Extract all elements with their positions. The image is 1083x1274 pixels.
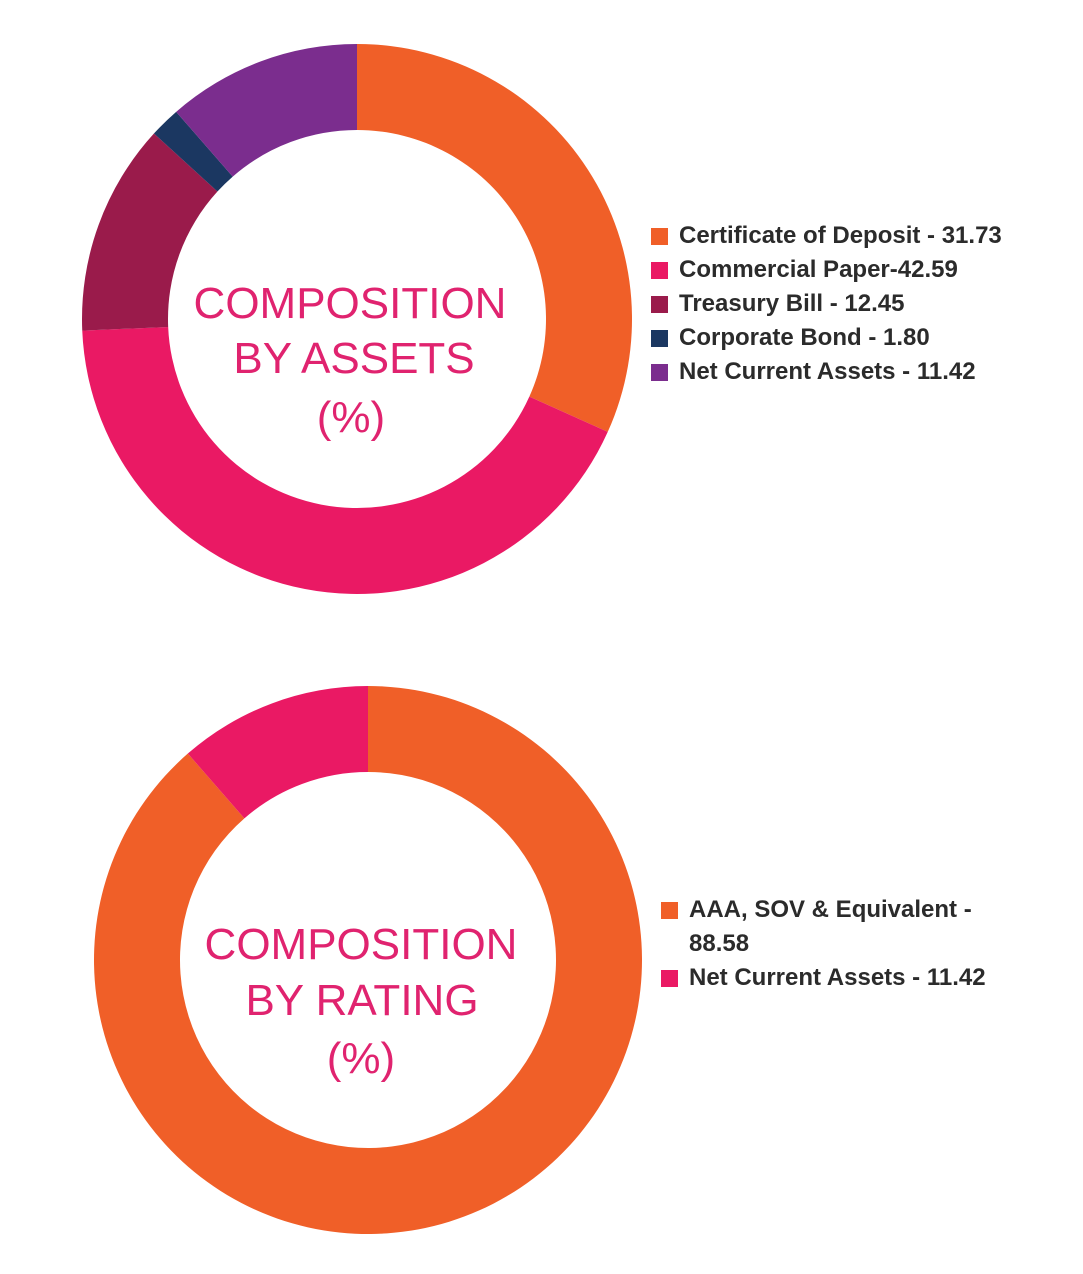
legend-label: Net Current Assets - 11.42: [679, 358, 976, 385]
chart-composition-by-rating: COMPOSITION BY RATING (%) AAA, SOV & Equ…: [0, 640, 1083, 1274]
donut-slices: [94, 686, 643, 1234]
legend-label: AAA, SOV & Equivalent - 88.58: [689, 896, 972, 957]
legend-item: Certificate of Deposit - 31.73: [651, 219, 1071, 253]
legend-label: Commercial Paper-42.59: [679, 256, 958, 283]
legend-item: AAA, SOV & Equivalent - 88.58: [661, 893, 1041, 961]
donut-slices: [82, 44, 632, 595]
donut-slice-certificate-of-deposit: [357, 44, 632, 432]
legend-label: Net Current Assets - 11.42: [689, 964, 986, 991]
donut-chart-rating: COMPOSITION BY RATING (%): [94, 686, 643, 1234]
chart-title-line-1: COMPOSITION: [194, 279, 507, 328]
chart-title-line-2: BY ASSETS: [233, 334, 474, 383]
legend-swatch: [651, 228, 668, 245]
donut-chart-assets: COMPOSITION BY ASSETS (%): [82, 44, 632, 595]
chart-title-line-1: COMPOSITION: [205, 920, 518, 969]
legend-swatch: [661, 902, 678, 919]
legend-item: Commercial Paper-42.59: [651, 253, 1071, 287]
legend-item: Net Current Assets - 11.42: [661, 961, 1041, 995]
legend-label: Certificate of Deposit - 31.73: [679, 222, 1002, 249]
donut-slice-aaa-sov-equivalent: [94, 686, 643, 1234]
legend-label: Treasury Bill - 12.45: [679, 290, 905, 317]
legend-swatch: [651, 364, 668, 381]
legend-swatch: [651, 330, 668, 347]
chart-title-line-3: (%): [327, 1034, 395, 1083]
legend-swatch: [661, 970, 678, 987]
donut-slice-corporate-bond: [153, 111, 233, 192]
legend-item: Corporate Bond - 1.80: [651, 321, 1071, 355]
legend-item: Net Current Assets - 11.42: [651, 355, 1071, 389]
chart-title-line-3: (%): [317, 393, 385, 442]
legend-assets: Certificate of Deposit - 31.73 Commercial…: [651, 219, 1071, 389]
legend-label: Corporate Bond - 1.80: [679, 324, 930, 351]
legend-item: Treasury Bill - 12.45: [651, 287, 1071, 321]
legend-rating: AAA, SOV & Equivalent - 88.58 Net Current…: [661, 893, 1041, 995]
donut-slice-net-current-assets: [187, 686, 368, 819]
legend-swatch: [651, 296, 668, 313]
donut-slice-net-current-assets: [176, 44, 357, 177]
chart-composition-by-assets: COMPOSITION BY ASSETS (%) Certificate of…: [0, 0, 1083, 620]
legend-swatch: [651, 262, 668, 279]
donut-slice-treasury-bill: [82, 133, 218, 331]
chart-title-line-2: BY RATING: [245, 976, 478, 1025]
donut-slice-commercial-paper: [82, 326, 608, 595]
